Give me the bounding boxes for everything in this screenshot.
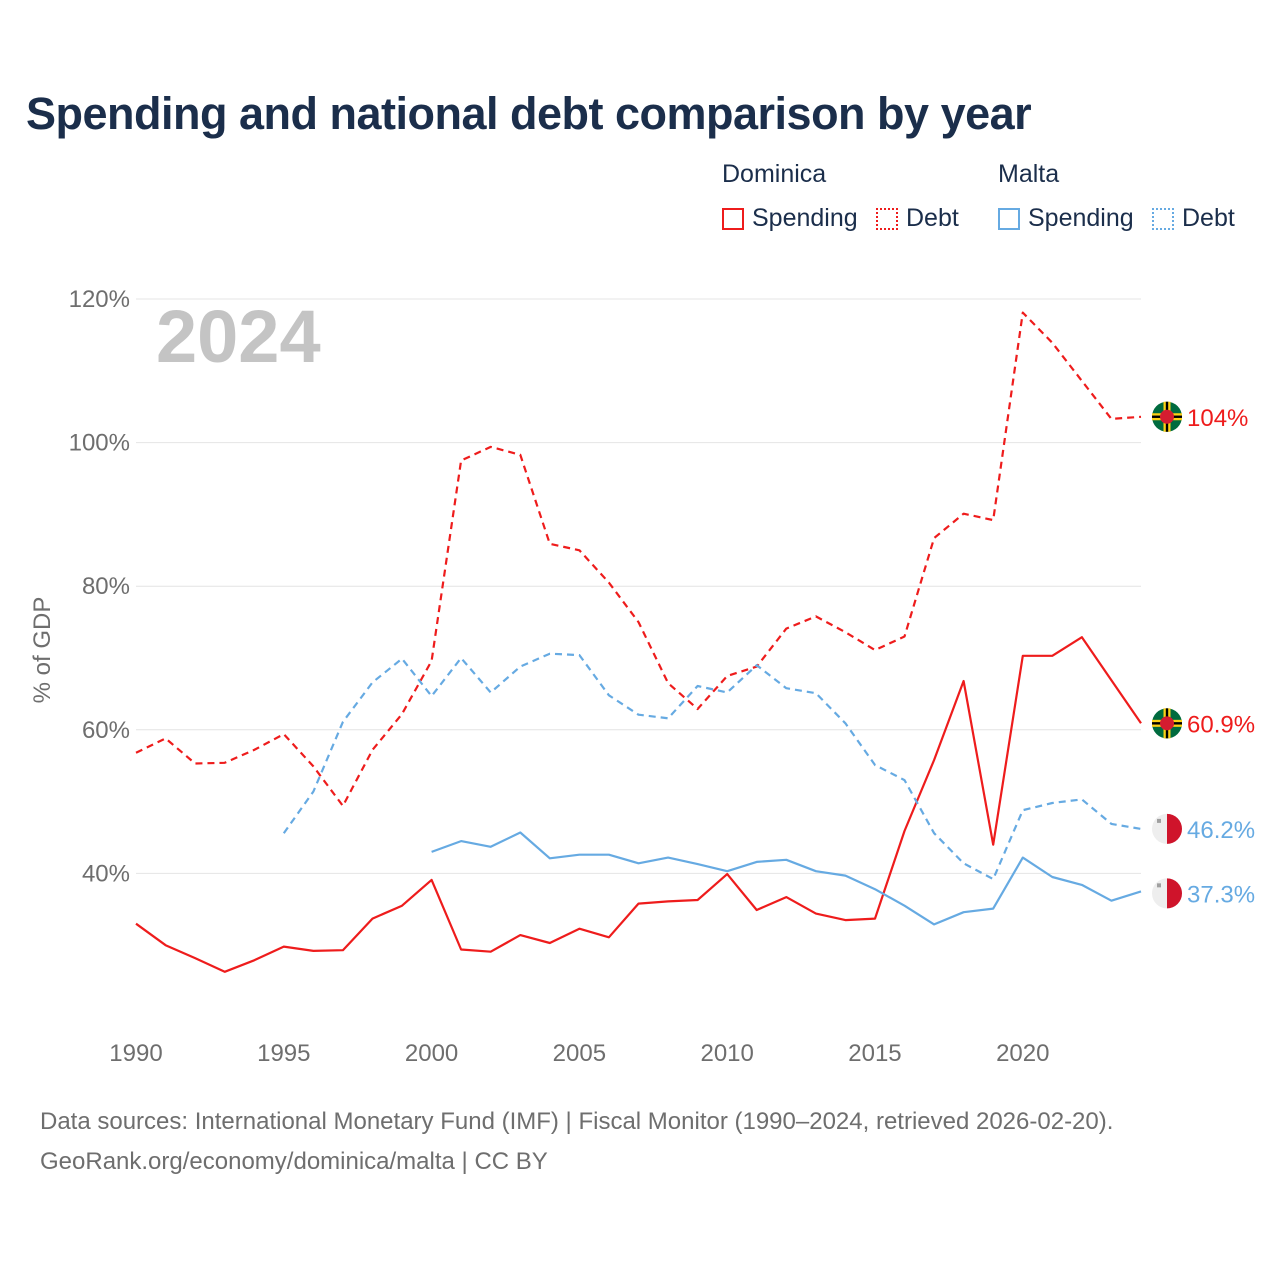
y-tick-label: 40% — [82, 860, 130, 887]
x-tick-label: 1990 — [109, 1040, 162, 1067]
x-tick-labels: 1990 1995 2000 2005 2010 2015 2020 — [109, 1040, 1049, 1067]
legend-malta-label: Malta — [998, 160, 1060, 188]
y-tick-label: 60% — [82, 717, 130, 744]
legend-swatch-solid — [998, 207, 1020, 230]
end-value-label: 46.2% — [1187, 817, 1255, 844]
credit: GeoRank.org/economy/dominica/malta | CC … — [40, 1148, 548, 1175]
y-axis-label: % of GDP — [29, 597, 56, 704]
line-chart: 2024 % of GDP 40% 60% 80% 100% 120% 1990 1995… — [29, 286, 1255, 1067]
grid-lines — [136, 298, 1141, 874]
series-lines — [135, 311, 1142, 973]
y-tick-labels: 40% 60% 80% 100% 120% — [69, 286, 130, 887]
x-tick-label: 1995 — [257, 1040, 310, 1067]
year-watermark: 2024 — [156, 295, 321, 378]
dominica-flag-icon — [1152, 401, 1182, 432]
dominica-flag-icon — [1152, 708, 1182, 739]
chart-title: Spending and national debt comparison by… — [26, 88, 1032, 139]
legend-malta-debt[interactable]: Debt — [1152, 204, 1235, 233]
dominica-spending-line — [135, 636, 1142, 973]
x-tick-label: 2020 — [996, 1040, 1049, 1067]
y-tick-label: 80% — [82, 573, 130, 600]
malta-flag-icon — [1152, 813, 1182, 844]
legend-label: Spending — [1028, 204, 1134, 232]
y-tick-label: 100% — [69, 430, 130, 457]
data-sources: Data sources: International Monetary Fun… — [40, 1108, 1114, 1135]
dominica-debt-line — [135, 311, 1142, 808]
x-tick-label: 2005 — [553, 1040, 606, 1067]
legend-swatch-solid — [722, 207, 744, 230]
x-tick-label: 2015 — [848, 1040, 901, 1067]
legend-dominica-debt[interactable]: Debt — [876, 204, 959, 233]
end-value-label: 104% — [1187, 405, 1248, 432]
y-tick-label: 120% — [69, 286, 130, 313]
legend-label: Spending — [752, 204, 858, 232]
end-markers: 104% 60.9% 46.2% 37.3% — [1152, 401, 1255, 909]
legend-label: Debt — [906, 204, 959, 232]
legend-dominica-spending[interactable]: Spending — [722, 204, 858, 233]
end-value-label: 37.3% — [1187, 881, 1255, 908]
legend-malta-spending[interactable]: Spending — [998, 204, 1134, 233]
x-tick-label: 2000 — [405, 1040, 458, 1067]
end-value-label: 60.9% — [1187, 711, 1255, 738]
malta-flag-icon — [1152, 878, 1182, 909]
malta-debt-line — [282, 652, 1142, 881]
legend-swatch-dotted — [1152, 207, 1174, 230]
legend-label: Debt — [1182, 204, 1235, 232]
legend-swatch-dotted — [876, 207, 898, 230]
malta-spending-line — [431, 831, 1142, 926]
legend-dominica-label: Dominica — [722, 160, 827, 188]
x-tick-label: 2010 — [700, 1040, 753, 1067]
